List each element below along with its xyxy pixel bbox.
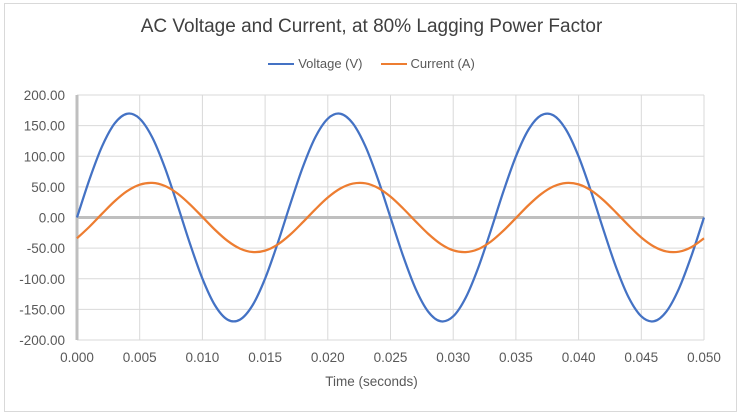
x-tick-label: 0.015 xyxy=(248,350,282,365)
x-tick-label: 0.040 xyxy=(562,350,596,365)
legend-swatch-current xyxy=(380,62,407,65)
y-tick-label: 150.00 xyxy=(24,119,65,134)
x-tick-label: 0.025 xyxy=(374,350,408,365)
x-tick-label: 0.005 xyxy=(123,350,157,365)
x-tick-label: 0.010 xyxy=(186,350,220,365)
legend-label-voltage: Voltage (V) xyxy=(298,56,363,71)
x-tick-label: 0.020 xyxy=(311,350,345,365)
x-axis-label: Time (seconds) xyxy=(325,374,418,389)
series-voltage-line xyxy=(75,112,706,323)
y-tick-label: -150.00 xyxy=(19,302,65,317)
chart-title: AC Voltage and Current, at 80% Lagging P… xyxy=(140,16,603,37)
x-tick-label: 0.050 xyxy=(687,350,721,365)
y-tick-label: 0.00 xyxy=(39,211,65,226)
y-tick-label: 200.00 xyxy=(24,88,65,103)
x-tick-label: 0.000 xyxy=(60,350,94,365)
legend-item-current: Current (A) xyxy=(380,56,475,71)
y-tick-label: -200.00 xyxy=(19,333,65,348)
y-tick-label: -50.00 xyxy=(27,241,65,256)
x-tick-label: 0.030 xyxy=(436,350,470,365)
x-tick-label: 0.045 xyxy=(624,350,658,365)
y-tick-label: -100.00 xyxy=(19,272,65,287)
y-tick-label: 50.00 xyxy=(31,180,65,195)
y-tick-label: 100.00 xyxy=(24,149,65,164)
x-tick-label: 0.035 xyxy=(499,350,533,365)
legend-swatch-voltage xyxy=(268,62,295,65)
series-current-line xyxy=(76,181,705,254)
legend-label-current: Current (A) xyxy=(410,56,475,71)
chart-frame xyxy=(4,3,737,412)
legend: Voltage (V) Current (A) xyxy=(0,56,743,71)
legend-item-voltage: Voltage (V) xyxy=(268,56,363,71)
